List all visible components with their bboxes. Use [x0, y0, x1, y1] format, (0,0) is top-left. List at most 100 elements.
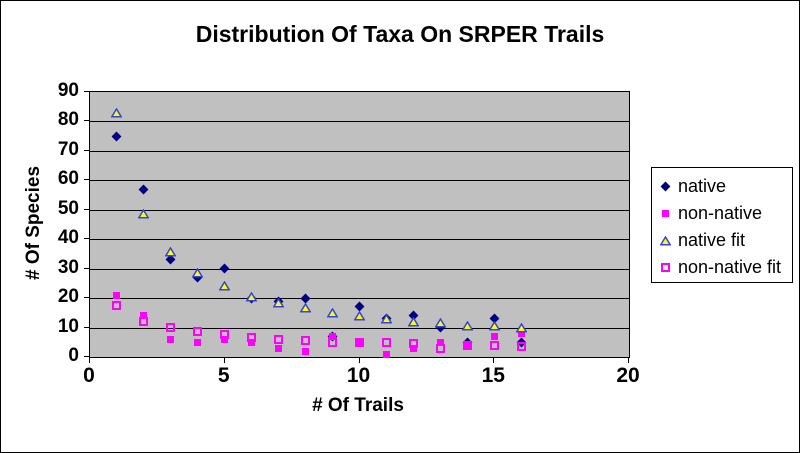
y-tick-label: 50 [57, 197, 79, 219]
legend-item-native: native [652, 173, 792, 200]
y-tick-label: 90 [57, 80, 79, 101]
x-tick [358, 357, 360, 363]
marker-non-native [436, 338, 444, 346]
marker-non-native-fit [355, 337, 364, 347]
marker-non-native [463, 341, 471, 349]
gridline [90, 180, 629, 182]
marker-non-native [329, 332, 337, 340]
marker-non-native-fit [247, 333, 257, 343]
x-tick-label: 10 [346, 364, 371, 387]
marker-native-fit [165, 247, 177, 257]
y-tick [84, 326, 90, 328]
marker-non-native [382, 350, 390, 358]
legend: native non-native native fit non-native fit [651, 167, 793, 283]
marker-native-fit [219, 281, 231, 291]
marker-non-native-fit [274, 334, 284, 344]
square-open-icon [652, 263, 678, 272]
gridline [90, 327, 629, 329]
x-axis-title: # Of Trails [312, 395, 404, 416]
marker-native-fit [138, 209, 150, 219]
marker-non-native [302, 347, 310, 355]
marker-native-fit [273, 297, 285, 307]
marker-non-native-fit [435, 343, 445, 353]
marker-native [111, 131, 122, 142]
plot-area [89, 91, 630, 358]
marker-native [138, 184, 149, 195]
marker-non-native-fit [112, 300, 122, 310]
gridline [90, 268, 629, 270]
gridline [90, 209, 629, 211]
legend-item-non-native-fit: non-native fit [652, 254, 792, 281]
diamond-icon [652, 181, 678, 192]
marker-non-native-fit [381, 337, 391, 347]
y-tick-label: 30 [57, 256, 79, 278]
marker-non-native [140, 312, 148, 320]
marker-native-fit [434, 318, 446, 328]
y-tick [84, 208, 90, 210]
marker-non-native-fit [220, 330, 230, 340]
x-tick [628, 357, 629, 363]
marker-non-native-fit [462, 340, 472, 350]
marker-native-fit [407, 316, 419, 327]
x-tick-label: 20 [616, 364, 640, 387]
marker-non-native [275, 344, 283, 352]
y-tick [84, 267, 90, 269]
y-tick [84, 238, 90, 240]
y-tick [84, 297, 90, 299]
marker-non-native-fit [301, 336, 311, 346]
marker-native-fit [515, 322, 527, 332]
marker-non-native-fit [489, 340, 499, 350]
marker-native-fit [246, 291, 258, 302]
x-tick [223, 357, 225, 363]
marker-native-fit [327, 307, 339, 318]
gridline [90, 239, 629, 241]
gridline [90, 121, 629, 123]
marker-native-fit [111, 107, 123, 118]
legend-label: non-native [678, 203, 763, 223]
marker-non-native [113, 291, 121, 299]
legend-label: non-native fit [678, 257, 782, 277]
marker-non-native-fit [193, 327, 203, 337]
marker-native-fit [192, 268, 204, 278]
triangle-open-icon [652, 235, 678, 246]
y-tick-label: 70 [57, 138, 79, 160]
marker-native-fit [354, 310, 365, 321]
marker-non-native [194, 338, 202, 346]
gridline [90, 150, 629, 152]
y-tick-label: 40 [57, 227, 79, 249]
marker-native [219, 263, 230, 274]
marker-non-native-fit [139, 317, 149, 327]
x-tick-label: 5 [217, 364, 230, 387]
marker-native [300, 293, 311, 304]
y-tick [84, 91, 90, 92]
legend-label: native fit [678, 230, 746, 250]
square-icon [652, 210, 678, 217]
marker-non-native [517, 329, 525, 337]
marker-native-fit [300, 303, 312, 313]
marker-native-fit [461, 321, 473, 331]
y-tick-label: 10 [57, 315, 79, 337]
y-tick [84, 356, 90, 357]
legend-label: native [678, 176, 727, 196]
y-tick [84, 149, 90, 151]
x-tick-label: 0 [83, 364, 95, 387]
marker-non-native [167, 335, 175, 343]
marker-non-native-fit [516, 342, 526, 352]
marker-non-native [356, 338, 363, 346]
marker-non-native [490, 332, 498, 340]
marker-native-fit [488, 321, 500, 331]
y-tick-label: 60 [57, 168, 79, 190]
y-tick-label: 20 [57, 286, 79, 308]
x-tick [89, 357, 90, 363]
marker-non-native-fit [408, 339, 418, 349]
y-tick-label: 0 [68, 345, 79, 366]
gridline [90, 298, 629, 300]
legend-item-non-native: non-native [652, 200, 792, 227]
x-tick-label: 15 [481, 364, 505, 387]
marker-native-fit [380, 313, 392, 324]
x-tick [493, 357, 495, 363]
y-tick [84, 179, 90, 181]
y-tick-label: 80 [57, 109, 79, 131]
marker-non-native-fit [328, 337, 338, 347]
